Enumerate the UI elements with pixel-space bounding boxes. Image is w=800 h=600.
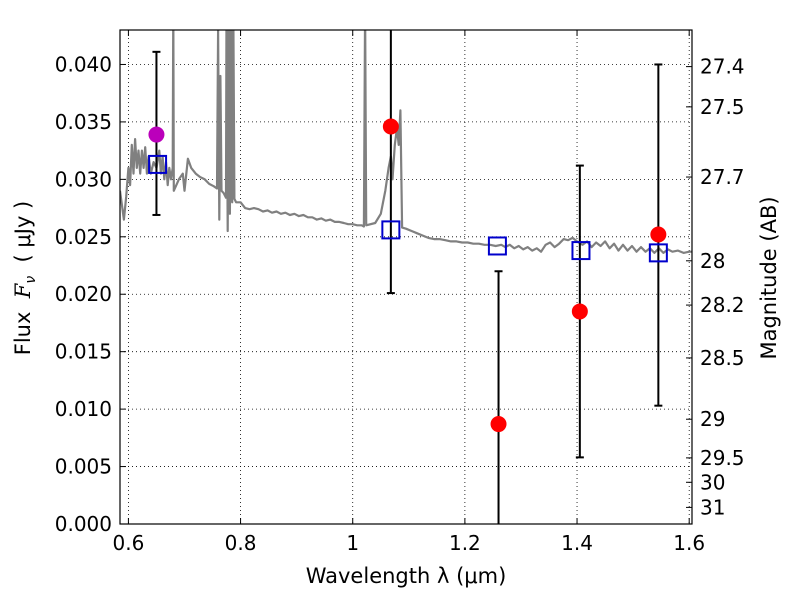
magnitude-tick-label: 29 — [700, 407, 725, 431]
magnitude-tick-label: 28 — [700, 249, 725, 273]
magnitude-tick-label: 28.5 — [700, 346, 745, 370]
y-axis-label-f: F — [11, 282, 35, 299]
model-square-marker — [648, 243, 668, 263]
magnitude-tick-label: 27.7 — [700, 165, 745, 189]
observed-photometry-points — [148, 118, 667, 433]
magnitude-tick-label: 31 — [700, 495, 725, 519]
magnitude-tick-label: 29.5 — [700, 446, 745, 470]
x-axis-label: Wavelength λ (μm) — [306, 564, 507, 588]
y-axis-label-unit: ( μJy ) — [11, 201, 35, 276]
plot-frame — [119, 29, 693, 525]
model-sed-line — [120, 30, 692, 254]
magnitude-tick-label: 27.5 — [700, 95, 745, 119]
magnitude-tick-label: 27.4 — [700, 55, 745, 79]
model-square-marker — [148, 154, 168, 174]
observed-point — [382, 118, 399, 135]
magnitude-axis-label: Magnitude (AB) — [757, 196, 781, 359]
model-photometry-squares — [148, 154, 668, 263]
x-tick-label: 1.6 — [673, 531, 705, 555]
x-tick-label: 1 — [346, 531, 359, 555]
y-tick-label: 0.000 — [55, 512, 112, 536]
y-tick-label: 0.030 — [55, 167, 112, 191]
observed-point — [148, 126, 165, 143]
magnitude-tick-label: 30 — [700, 470, 725, 494]
x-tick-label: 0.6 — [113, 531, 145, 555]
y-tick-label: 0.020 — [55, 282, 112, 306]
y-tick-label: 0.005 — [55, 455, 112, 479]
y-tick-label: 0.025 — [55, 225, 112, 249]
observed-point — [490, 416, 507, 433]
grid — [120, 30, 692, 525]
x-tick-label: 1.4 — [561, 531, 593, 555]
model-square-marker — [487, 236, 507, 256]
model-square-marker — [381, 220, 401, 240]
magnitude-tick-label: 28.2 — [700, 293, 745, 317]
observed-point — [650, 226, 667, 243]
x-tick-label: 0.8 — [225, 531, 257, 555]
model-square-marker — [571, 241, 591, 261]
y-tick-label: 0.015 — [55, 340, 112, 364]
y-axis-label-flux: Flux — [11, 298, 35, 355]
x-tick-label: 1.2 — [449, 531, 481, 555]
y-axis-label-nu: ν — [23, 276, 39, 284]
y-tick-label: 0.010 — [55, 397, 112, 421]
y-axis-label: Flux Fν ( μJy ) — [11, 201, 39, 356]
y-tick-label: 0.035 — [55, 110, 112, 134]
x-axis-ticks: 0.6 0.8 1 1.2 1.4 1.6 — [113, 30, 705, 555]
y-tick-label: 0.040 — [55, 52, 112, 76]
observed-point — [571, 303, 588, 320]
y-axis-ticks: 0.000 0.005 0.010 0.015 0.020 0.025 0.030 0.035… — [55, 52, 126, 536]
